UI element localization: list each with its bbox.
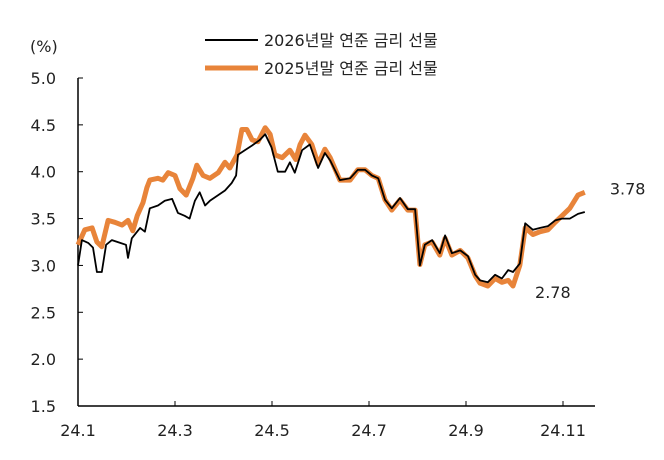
- legend-label-2025: 2025년말 연준 금리 선물: [264, 59, 438, 78]
- y-tick-label: 5.0: [31, 69, 56, 88]
- series-line-2025: [75, 125, 586, 289]
- y-tick-label: 4.0: [31, 163, 56, 182]
- y-tick-label: 3.5: [31, 210, 56, 229]
- legend-label-2026: 2026년말 연준 금리 선물: [264, 31, 438, 50]
- data-label: 3.78: [610, 179, 646, 198]
- x-tick-label: 24.5: [254, 421, 290, 440]
- x-tick-label: 24.7: [351, 421, 387, 440]
- y-tick-label: 2.0: [31, 350, 56, 369]
- y-tick-label: 2.5: [31, 303, 56, 322]
- x-tick-label: 24.1: [60, 421, 96, 440]
- data-label: 2.78: [535, 283, 571, 302]
- x-tick-label: 24.9: [448, 421, 484, 440]
- legend: 2026년말 연준 금리 선물 2025년말 연준 금리 선물: [205, 31, 438, 78]
- x-tick-label: 24.3: [157, 421, 193, 440]
- x-tick-label: 24.11: [540, 421, 586, 440]
- y-axis-unit-label: (%): [30, 37, 58, 56]
- y-tick-label: 4.5: [31, 116, 56, 135]
- series-line-2026: [77, 133, 586, 284]
- y-tick-label: 3.0: [31, 256, 56, 275]
- y-tick-label: 1.5: [31, 397, 56, 416]
